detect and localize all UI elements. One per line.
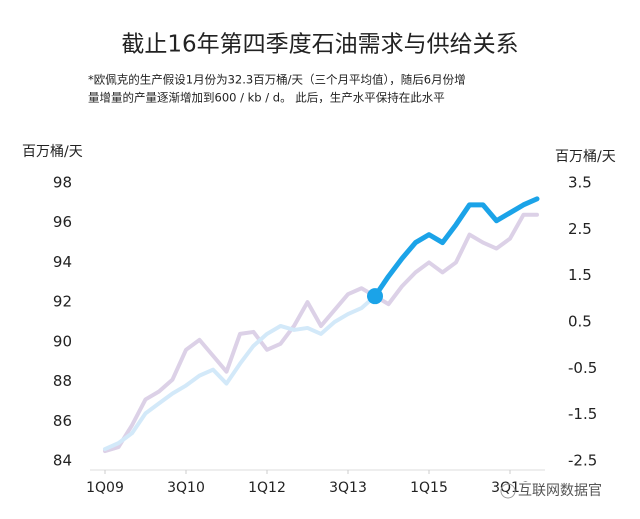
y-tick-label: 84 xyxy=(53,452,72,470)
y-tick-label: 96 xyxy=(53,213,72,231)
y2-tick-label: 2.5 xyxy=(568,220,592,238)
x-tick-label: 1Q12 xyxy=(248,480,286,496)
start-marker xyxy=(367,288,383,305)
y2-tick-label: -0.5 xyxy=(568,359,597,377)
y2-tick-label: 3.5 xyxy=(568,174,592,192)
x-tick-label: 1Q09 xyxy=(86,480,124,496)
series-line xyxy=(103,294,377,452)
y-tick-label: 94 xyxy=(53,253,72,271)
y2-tick-label: -1.5 xyxy=(568,405,597,423)
x-tick-label: 1Q15 xyxy=(410,480,448,496)
y2-tick-label: -2.5 xyxy=(568,452,597,470)
y2-axis-label: 百万桶/天 xyxy=(555,149,616,165)
y-tick-label: 88 xyxy=(53,372,72,390)
y-tick-label: 90 xyxy=(53,332,72,350)
subtitle: *欧佩克的生产假设1月份为32.3百万桶/天（三个月平均值），随后6月份增 xyxy=(88,73,466,87)
watermark: 互联网数据官 xyxy=(518,483,602,499)
x-tick-label: 3Q13 xyxy=(329,480,367,496)
watermark-icon xyxy=(500,483,516,499)
y-tick-label: 86 xyxy=(53,412,72,430)
y-tick-label: 92 xyxy=(53,293,72,311)
series-line xyxy=(372,196,540,299)
y-axis-label: 百万桶/天 xyxy=(22,144,83,160)
x-tick-label: 3Q10 xyxy=(167,480,205,496)
y-tick-label: 98 xyxy=(53,174,72,192)
chart-title: 截止16年第四季度石油需求与供给关系 xyxy=(121,32,518,58)
subtitle: 量增量的产量逐渐增加到600 / kb / d。 此后，生产水平保持在此水平 xyxy=(88,91,445,105)
y2-tick-label: 0.5 xyxy=(568,313,592,331)
series-line xyxy=(103,212,539,454)
y2-tick-label: 1.5 xyxy=(568,266,592,284)
